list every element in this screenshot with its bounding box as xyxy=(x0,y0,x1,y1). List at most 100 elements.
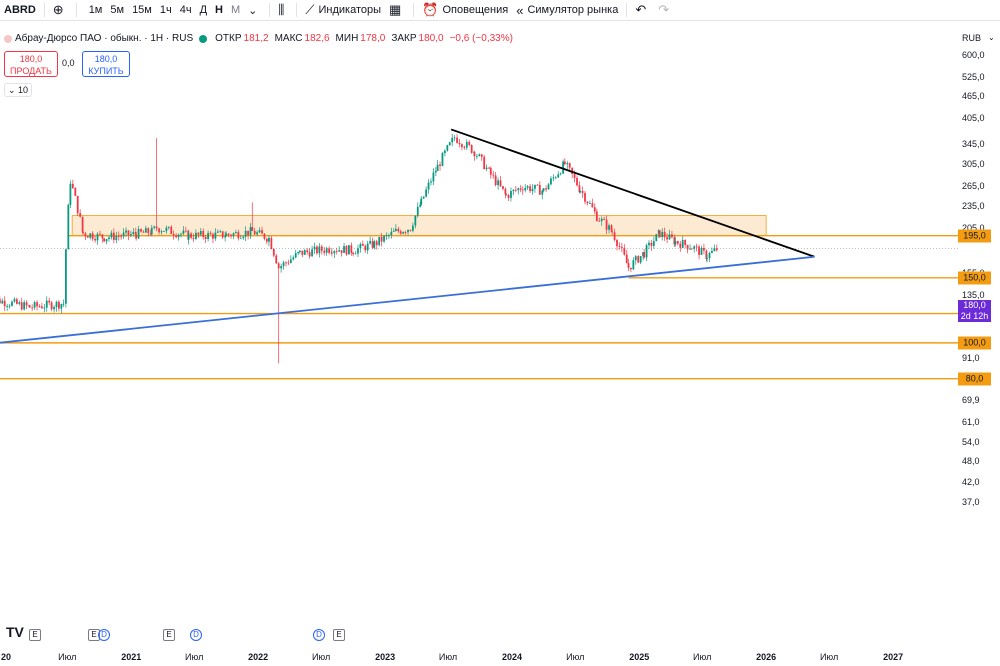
toolbar-divider xyxy=(269,3,271,17)
earnings-event-icon[interactable]: E xyxy=(29,629,41,641)
candle-body xyxy=(270,237,273,250)
interval-button[interactable]: Д xyxy=(199,4,208,16)
candle-body xyxy=(480,154,483,157)
interval-button[interactable]: 1ч xyxy=(159,4,172,16)
candle-body xyxy=(676,241,679,244)
redo-button[interactable]: ↷ xyxy=(654,0,677,21)
candle-body xyxy=(361,243,364,246)
candle-body xyxy=(219,231,222,233)
interval-button[interactable]: 5м xyxy=(110,4,125,16)
candle-body xyxy=(505,194,507,196)
candle-body xyxy=(23,302,26,310)
volume-toggle[interactable]: ⌄ 10 xyxy=(4,83,32,97)
candle-body xyxy=(443,150,446,154)
sell-button[interactable]: 180,0 ПРОДАТЬ xyxy=(4,51,58,77)
dividend-event-icon[interactable]: D xyxy=(190,629,202,641)
chevron-down-icon[interactable]: ⌄ xyxy=(988,33,995,42)
candle-body xyxy=(323,250,326,253)
interval-button[interactable]: 15м xyxy=(132,4,152,16)
tradingview-logo[interactable]: TV xyxy=(6,624,24,640)
time-tick-label: Июл xyxy=(438,652,458,662)
currency-selector[interactable]: RUB xyxy=(962,33,982,43)
price-tick-label: 305,0 xyxy=(962,158,985,169)
candle-body xyxy=(263,233,266,239)
symbol-title[interactable]: Абрау-Дюрсо ПАО · обыкн. · 1Н · RUS xyxy=(15,33,194,44)
candle-body xyxy=(207,232,210,239)
candle-body xyxy=(394,228,397,232)
high-label: МАКС xyxy=(274,33,303,44)
candle-body xyxy=(163,231,165,232)
symbol-search[interactable]: ABRD xyxy=(4,4,36,16)
open-value: 181,2 xyxy=(243,33,269,44)
candle-body xyxy=(552,177,555,179)
candle-body xyxy=(158,228,160,233)
candle-body xyxy=(36,302,38,307)
candle-body xyxy=(689,248,691,250)
candle-body xyxy=(1,300,4,304)
candle-body xyxy=(586,201,589,204)
open-label: ОТКР xyxy=(215,33,242,44)
dividend-event-icon[interactable]: D xyxy=(98,629,110,641)
candle-body xyxy=(643,252,646,258)
candle-body xyxy=(492,174,495,176)
buy-button[interactable]: 180,0 КУПИТЬ xyxy=(82,51,130,77)
candle-body xyxy=(182,230,185,234)
candle-body xyxy=(289,259,292,264)
candle-body xyxy=(409,229,412,231)
candle-body xyxy=(705,250,708,259)
candle-body xyxy=(375,241,378,246)
candle-body xyxy=(242,236,245,238)
candle-body xyxy=(473,151,476,157)
earnings-event-icon[interactable]: E xyxy=(163,629,175,641)
candle-body xyxy=(634,256,637,261)
candle-body xyxy=(448,142,451,146)
symbol-logo-icon xyxy=(4,34,12,43)
price-tick-label: 465,0 xyxy=(962,91,985,102)
interval-button-active[interactable]: Н xyxy=(215,4,223,16)
chart-type-button[interactable]: ⫼ xyxy=(274,0,292,21)
candle-body xyxy=(6,305,9,307)
candle-body xyxy=(538,184,541,195)
close-label: ЗАКР xyxy=(391,33,417,44)
earnings-event-icon[interactable]: E xyxy=(333,629,345,641)
candle-body xyxy=(11,301,13,306)
candle-body xyxy=(483,156,486,170)
indicators-button[interactable]: ⟋ Индикаторы xyxy=(301,0,385,21)
time-tick-label: Июл xyxy=(693,652,712,662)
chevron-down-icon[interactable]: ⌄ xyxy=(248,4,258,17)
templates-button[interactable]: ▦ xyxy=(385,0,409,21)
market-status-icon[interactable] xyxy=(199,34,208,43)
buy-price: 180,0 xyxy=(94,54,118,64)
candle-body xyxy=(122,232,125,237)
dividend-event-icon[interactable]: D xyxy=(313,629,325,641)
candle-body xyxy=(3,300,6,307)
candle-body xyxy=(524,187,527,191)
interval-button[interactable]: 1м xyxy=(88,4,103,16)
replay-button[interactable]: «Симулятор рынка xyxy=(512,0,622,21)
interval-button[interactable]: М xyxy=(231,4,241,16)
candle-body xyxy=(369,240,372,244)
price-tick-label: 48,0 xyxy=(962,455,980,466)
candle-body xyxy=(265,238,268,242)
candle-body xyxy=(328,248,331,253)
candle-body xyxy=(600,218,603,222)
candle-body xyxy=(542,188,545,191)
candle-body xyxy=(554,177,557,179)
candle-body xyxy=(655,234,658,242)
undo-button[interactable]: ↶ xyxy=(631,0,654,21)
add-symbol-button[interactable]: ⊕ xyxy=(49,0,72,21)
candle-body xyxy=(399,231,402,234)
candle-body xyxy=(184,230,187,232)
candle-body xyxy=(318,246,321,254)
candle-body xyxy=(112,232,115,241)
candle-body xyxy=(578,185,581,193)
candle-body xyxy=(668,234,671,240)
price-tick-label: 600,0 xyxy=(962,50,985,61)
alerts-button[interactable]: ⏰ Оповещения xyxy=(418,0,512,21)
candle-body xyxy=(147,228,150,234)
trend-line-descending xyxy=(450,128,815,258)
interval-button[interactable]: 4ч xyxy=(179,4,192,16)
candle-body xyxy=(137,229,140,239)
toolbar-divider xyxy=(626,3,628,17)
